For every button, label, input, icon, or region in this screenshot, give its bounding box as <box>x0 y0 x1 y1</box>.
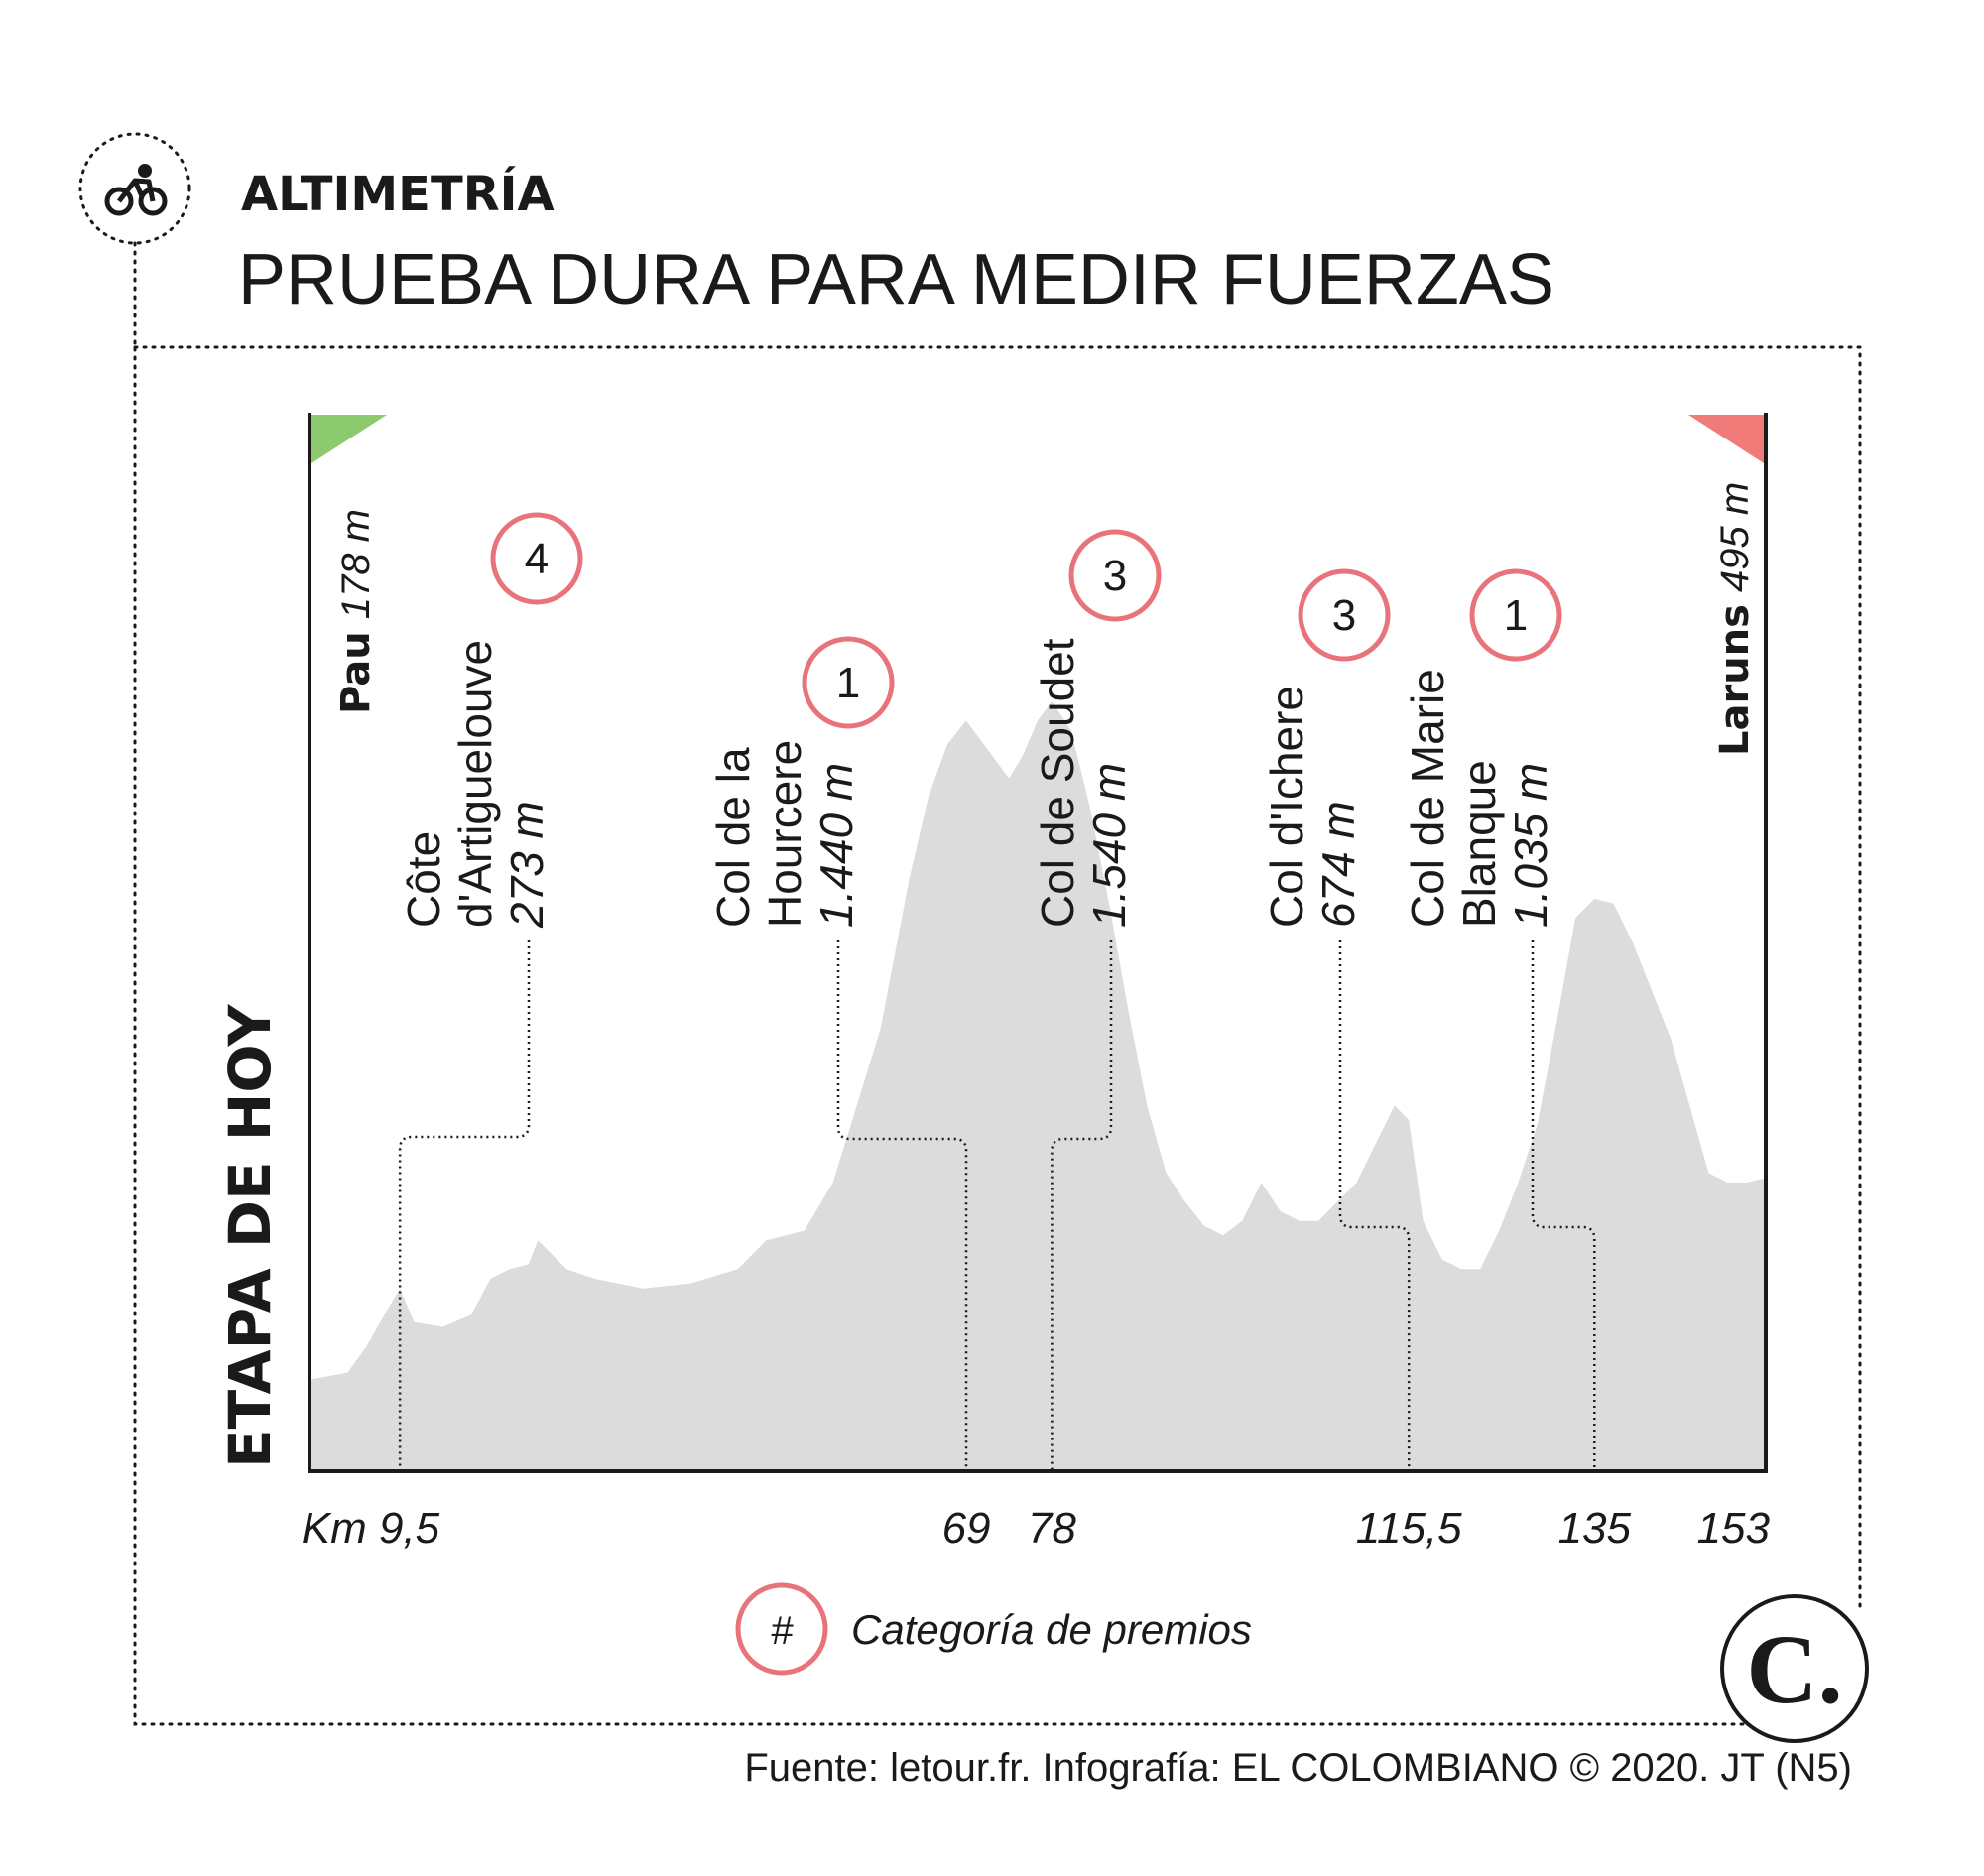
climb-elevation: 1.440 m <box>810 763 862 928</box>
climb-leader-line <box>398 940 531 1471</box>
climb-name: Hourcere <box>759 740 810 928</box>
elevation-profile-area <box>310 701 1766 1471</box>
finish-name: Laruns <box>1712 604 1758 756</box>
finish-flag <box>1688 415 1764 463</box>
climb-name: Col de la <box>707 747 759 928</box>
logo-text: C. <box>1746 1614 1842 1724</box>
climb-leader-line <box>836 940 968 1471</box>
x-tick-label: 69 <box>942 1504 991 1553</box>
climb-elevation: 1.540 m <box>1083 763 1135 928</box>
x-tick-label: 135 <box>1558 1504 1632 1553</box>
climb-name: Col d'Ichere <box>1261 686 1312 928</box>
cyclist-icon <box>78 132 191 245</box>
climb-elevation: 1.035 m <box>1505 763 1556 928</box>
category-ring <box>1298 568 1391 662</box>
climb-5: Col de Marie Blanque 1.035 m 1 <box>1402 568 1596 1471</box>
kicker: ALTIMETRÍA <box>241 166 555 222</box>
legend-ring <box>735 1582 828 1676</box>
x-tick-label: 153 <box>1697 1504 1771 1553</box>
category-ring <box>1469 568 1562 662</box>
legend-text: Categoría de premios <box>851 1606 1252 1653</box>
climb-name: d'Artiguelouve <box>449 640 501 928</box>
category-ring <box>490 512 583 605</box>
publisher-logo: C. <box>1720 1594 1869 1743</box>
climb-elevation: 273 m <box>501 801 553 929</box>
x-tick-label: Km 9,5 <box>302 1504 440 1553</box>
climb-2: Col de la Hourcere 1.440 m 1 <box>707 636 968 1471</box>
x-tick-labels: Km 9,5 69 78 115,5 135 153 <box>302 1504 1771 1553</box>
legend: # Categoría de premios <box>735 1582 1252 1676</box>
climb-4: Col d'Ichere 674 m 3 <box>1261 568 1411 1471</box>
climb-name: Blanque <box>1453 760 1505 928</box>
source-credit: Fuente: letour.fr. Infografía: EL COLOMB… <box>744 1746 1852 1790</box>
climb-3: Col de Soudet 1.540 m 3 <box>1032 529 1162 1471</box>
start-name: Pau <box>333 631 379 714</box>
category-number: 4 <box>525 535 549 583</box>
climb-leader-line <box>1338 940 1411 1471</box>
dotted-frame <box>133 345 1862 1726</box>
category-ring <box>1068 529 1162 622</box>
page-title: PRUEBA DURA PARA MEDIR FUERZAS <box>238 240 1554 319</box>
climb-1: Côte d'Artiguelouve 273 m 4 <box>398 512 583 1471</box>
legend-symbol: # <box>771 1609 794 1653</box>
climbs-layer: Côte d'Artiguelouve 273 m 4 Col de la Hourcer… <box>398 512 1596 1471</box>
category-number: 1 <box>1504 591 1528 640</box>
finish-elevation: 495 m <box>1713 482 1757 592</box>
x-tick-label: 115,5 <box>1356 1504 1462 1553</box>
climb-leader-line <box>1531 940 1596 1471</box>
x-tick-label: 78 <box>1028 1504 1076 1553</box>
start-elevation: 178 m <box>334 509 378 619</box>
category-number: 1 <box>836 659 860 707</box>
start-flag <box>311 415 387 463</box>
climb-leader-line <box>1051 940 1113 1471</box>
climb-name: Côte <box>398 831 449 928</box>
climb-name: Col de Marie <box>1402 669 1453 928</box>
side-label: ETAPA DE HOY <box>216 1003 284 1468</box>
climb-elevation: 674 m <box>1312 801 1364 928</box>
category-ring <box>802 636 895 729</box>
category-number: 3 <box>1332 591 1356 640</box>
start-label: Pau 178 m <box>333 509 379 714</box>
finish-label: Laruns 495 m <box>1712 482 1758 756</box>
category-number: 3 <box>1103 552 1127 600</box>
climb-name: Col de Soudet <box>1032 638 1083 928</box>
